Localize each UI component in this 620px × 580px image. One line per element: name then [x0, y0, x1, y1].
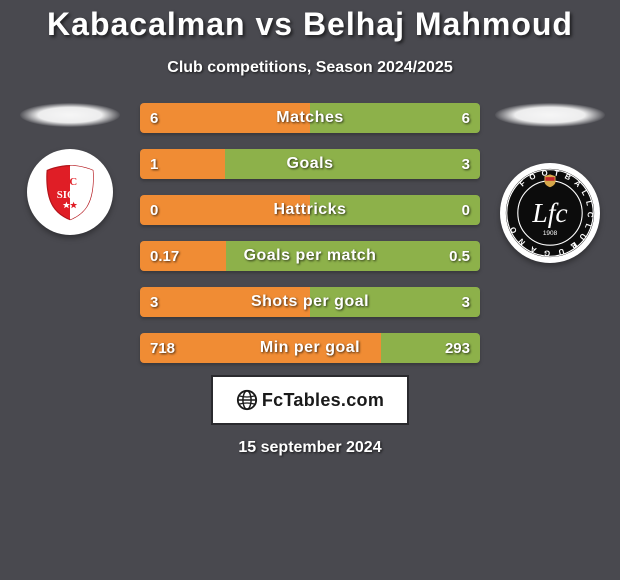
stat-bar-left [140, 241, 226, 271]
ellipse-shadow-icon [20, 103, 120, 127]
stat-bar-right [225, 149, 480, 179]
comparison-card: Kabacalman vs Belhaj Mahmoud Club compet… [0, 0, 620, 580]
page-title: Kabacalman vs Belhaj Mahmoud [10, 6, 610, 43]
svg-text:FC: FC [63, 176, 77, 188]
stat-bar-right [310, 103, 480, 133]
fc-lugano-crest-icon: F O O T B A L L C L U B L U G A N O Lfc … [504, 167, 596, 259]
globe-icon [236, 389, 258, 411]
stat-bar-left [140, 287, 310, 317]
comparison-layout: FC SION Matches66 Goals13 Hattricks00 Goals… [10, 103, 610, 363]
fctables-logo: FcTables.com [211, 375, 409, 425]
stat-row: Matches66 [140, 103, 480, 133]
stat-bar-right [310, 287, 480, 317]
fc-sion-crest-icon: FC SION [40, 162, 100, 222]
stat-bar-left [140, 195, 310, 225]
footer-brand-text: FcTables.com [262, 390, 384, 411]
svg-text:Lfc: Lfc [531, 197, 567, 228]
stat-row: Min per goal718293 [140, 333, 480, 363]
right-club-badge: F O O T B A L L C L U B L U G A N O Lfc … [500, 163, 600, 263]
stat-bar-right [226, 241, 480, 271]
stat-row: Hattricks00 [140, 195, 480, 225]
subtitle: Club competitions, Season 2024/2025 [10, 59, 610, 77]
stat-row: Shots per goal33 [140, 287, 480, 317]
svg-text:1908: 1908 [543, 230, 558, 237]
stat-bar-right [310, 195, 480, 225]
stat-row: Goals per match0.170.5 [140, 241, 480, 271]
stat-row: Goals13 [140, 149, 480, 179]
svg-text:SION: SION [57, 189, 84, 201]
right-team-column: F O O T B A L L C L U B L U G A N O Lfc … [490, 103, 610, 263]
stat-bar-left [140, 103, 310, 133]
stat-bar-right [381, 333, 480, 363]
left-team-column: FC SION [10, 103, 130, 235]
stat-bar-left [140, 333, 381, 363]
stat-bars-column: Matches66 Goals13 Hattricks00 Goals per mat… [130, 103, 490, 363]
date-line: 15 september 2024 [10, 439, 610, 457]
left-club-badge: FC SION [27, 149, 113, 235]
stat-bar-left [140, 149, 225, 179]
ellipse-shadow-icon [495, 103, 605, 127]
